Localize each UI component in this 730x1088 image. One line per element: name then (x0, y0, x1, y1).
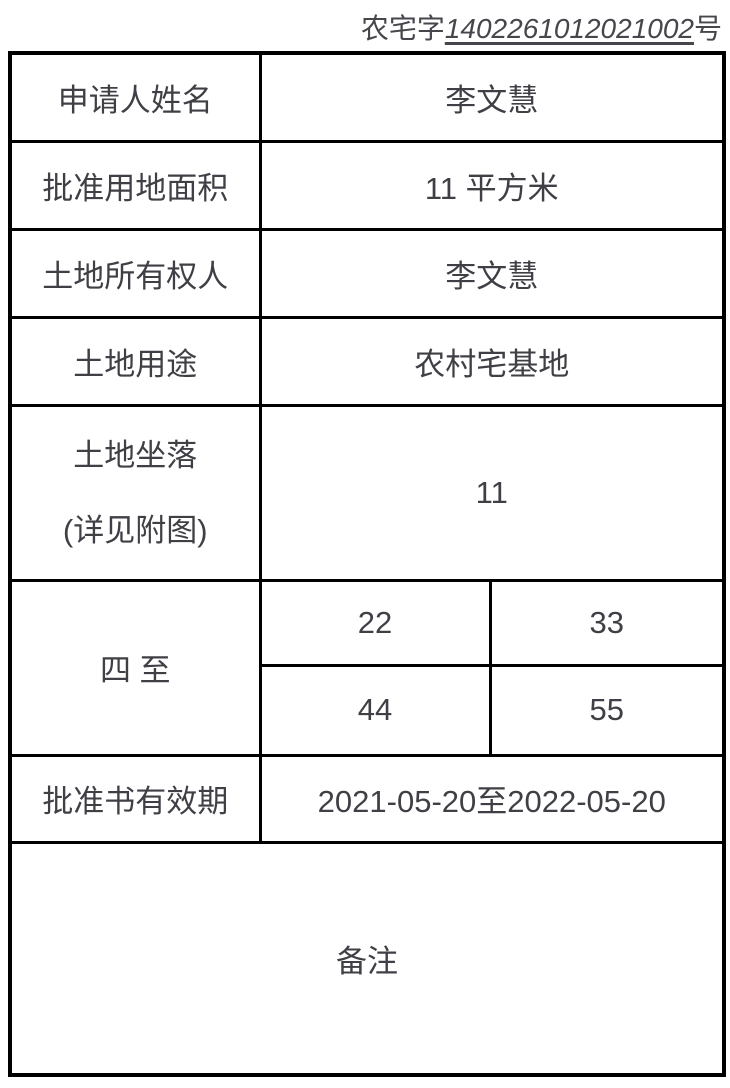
row-applicant: 申请人姓名 李文慧 (8, 51, 726, 143)
land-location-label-line1: 土地坐落 (73, 437, 198, 473)
land-use-value-cell: 农村宅基地 (258, 315, 726, 407)
land-use-label-cell: 土地用途 (8, 315, 262, 407)
row-land-location: 土地坐落 (详见附图) 11 (8, 403, 726, 582)
row-approved-area: 批准用地面积 11 平方米 (8, 139, 726, 231)
boundaries-label-cell: 四 至 (8, 578, 262, 757)
approval-table: 申请人姓名 李文慧 批准用地面积 11 平方米 土地所有权人 李文慧 土地用途 … (8, 51, 726, 1077)
boundary-cell-top-right: 33 (488, 578, 726, 667)
land-location-label-cell: 土地坐落 (详见附图) (8, 403, 262, 582)
applicant-label-cell: 申请人姓名 (8, 51, 262, 143)
approved-area-value-cell: 11 平方米 (258, 139, 726, 231)
validity-value-cell: 2021-05-20至2022-05-20 (258, 753, 726, 844)
doc-number-suffix: 号 (693, 13, 722, 44)
boundary-cell-top-left: 22 (258, 578, 492, 667)
validity-label-cell: 批准书有效期 (8, 753, 262, 844)
land-owner-label-cell: 土地所有权人 (8, 227, 262, 319)
boundary-cell-bottom-left: 44 (258, 663, 492, 757)
remarks-cell: 备注 (8, 840, 726, 1077)
row-land-use: 土地用途 农村宅基地 (8, 315, 726, 407)
row-land-owner: 土地所有权人 李文慧 (8, 227, 726, 319)
row-remarks: 备注 (8, 840, 726, 1077)
land-location-label-line2: (详见附图) (62, 512, 208, 548)
row-boundaries-bottom: 44 55 (10, 663, 726, 757)
row-boundaries-top: 四 至 22 33 (8, 578, 726, 757)
applicant-value-cell: 李文慧 (258, 51, 726, 143)
doc-number: 1402261012021002 (444, 13, 694, 44)
doc-number-prefix: 农宅字 (360, 13, 445, 44)
doc-number-line: 农宅字1402261012021002号 (0, 0, 730, 51)
boundary-cell-bottom-right: 55 (488, 663, 726, 757)
land-owner-value-cell: 李文慧 (258, 227, 726, 319)
land-location-value-cell: 11 (258, 403, 726, 582)
approved-area-label-cell: 批准用地面积 (8, 139, 262, 231)
row-validity: 批准书有效期 2021-05-20至2022-05-20 (8, 753, 726, 844)
